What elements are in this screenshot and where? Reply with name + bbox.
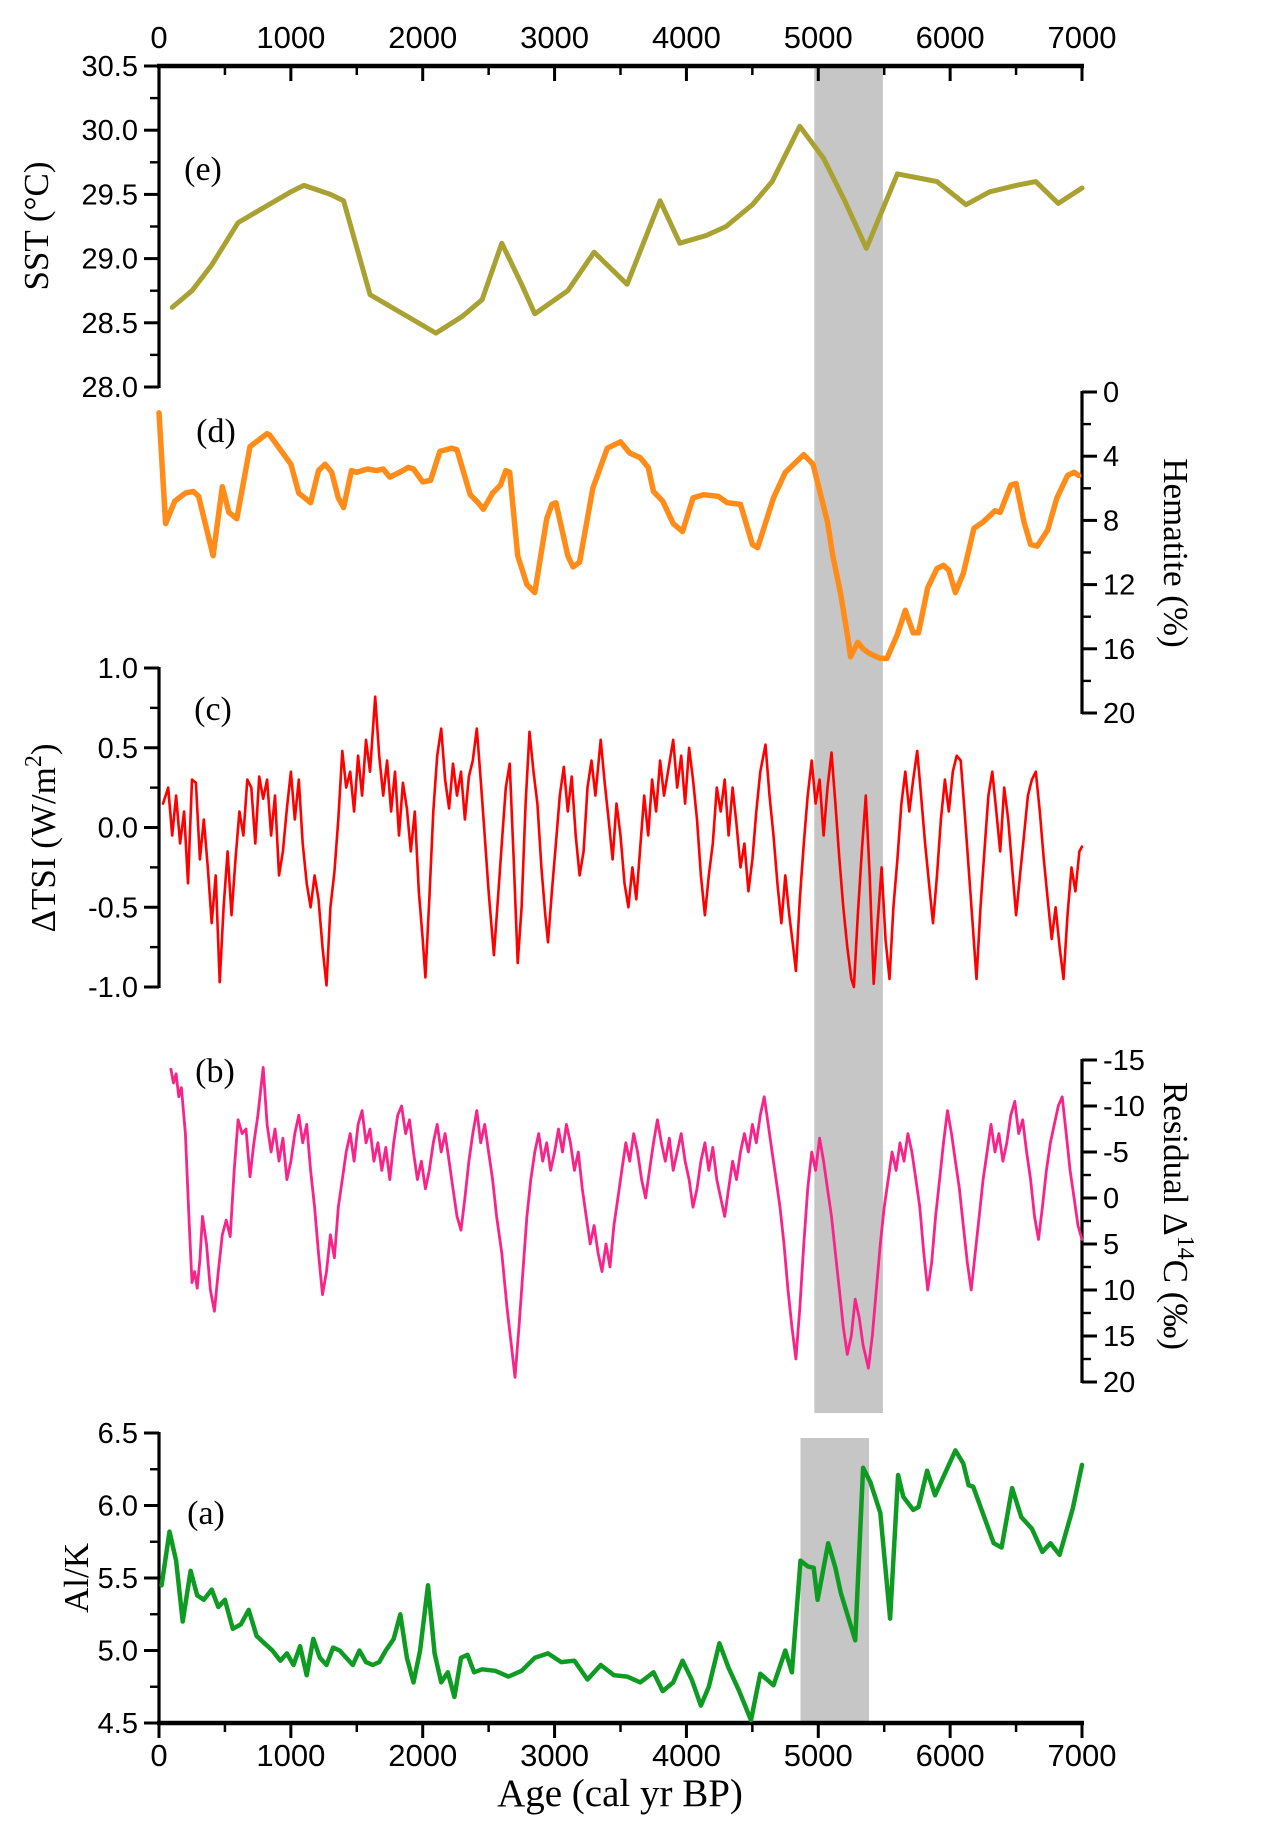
y-tick-label-e: 29.5	[82, 179, 138, 211]
x-axis-title: Age (cal yr BP)	[497, 1772, 743, 1815]
x-tick-label: 1000	[256, 20, 325, 55]
x-tick-label: 3000	[520, 20, 589, 55]
x-tick-label: 4000	[652, 20, 721, 55]
y-tick-label-d: 12	[1103, 570, 1135, 602]
y-tick-label-e: 28.0	[82, 372, 138, 404]
y-axis-title-sst: SST (°C)	[17, 161, 56, 290]
y-tick-label-d: 20	[1103, 698, 1135, 730]
panel-b-axis: -15 -10 -5 0 5 10 15 20	[1080, 1045, 1145, 1399]
y-axis-title-alk: Al/K	[57, 1543, 96, 1613]
y-tick-label-a: 5.5	[98, 1563, 138, 1595]
x-tick-label: 5000	[784, 1738, 853, 1773]
x-tick-label: 5000	[784, 20, 853, 55]
y-axis-title-residual-c14: Residual Δ14C (‰)	[1156, 1082, 1198, 1350]
y-tick-label-c: -0.5	[88, 892, 138, 924]
x-tick-label: 4000	[652, 1738, 721, 1773]
y-tick-label-a: 6.5	[98, 1418, 138, 1450]
highlight-band-upper	[814, 66, 883, 1413]
y-axis-title-hematite: Hematite (%)	[1156, 458, 1195, 648]
x-tick-label: 2000	[388, 1738, 457, 1773]
y-tick-label-d: 4	[1103, 441, 1119, 473]
series-c-line	[161, 695, 1084, 989]
y-tick-label-c: 0.0	[98, 813, 138, 845]
y-tick-label-b: 15	[1103, 1321, 1135, 1353]
y-tick-label-b: -15	[1103, 1045, 1145, 1077]
panel-tag-b: (b)	[195, 1053, 235, 1090]
y-tick-label-c: -1.0	[88, 972, 138, 1004]
y-axis-title-tsi: ΔTSI (W/m2)	[21, 743, 63, 932]
y-tick-label-a: 6.0	[98, 1491, 138, 1523]
y-tick-label-e: 28.5	[82, 308, 138, 340]
top-x-axis: 0 1000 2000 3000 4000 5000 6000 7000	[150, 20, 1116, 81]
panel-e-axis: 30.5 30.0 29.5 29.0 28.5 28.0	[82, 51, 161, 404]
x-tick-label: 6000	[916, 1738, 985, 1773]
x-tick-label: 6000	[916, 20, 985, 55]
bottom-x-axis: 0 1000 2000 3000 4000 5000 6000 7000	[150, 1720, 1117, 1773]
y-tick-label-d: 8	[1103, 505, 1119, 537]
panel-c-axis: 1.0 0.5 0.0 -0.5 -1.0	[88, 653, 161, 1004]
series-b-line	[169, 1066, 1084, 1379]
y-tick-label-b: -5	[1103, 1137, 1129, 1169]
panel-a-axis: 6.5 6.0 5.5 5.0 4.5	[98, 1418, 161, 1740]
y-tick-label-a: 5.0	[98, 1636, 138, 1668]
x-tick-label: 7000	[1048, 20, 1117, 55]
y-tick-label-d: 0	[1103, 377, 1119, 409]
y-tick-label-b: 5	[1103, 1229, 1119, 1261]
panel-tag-e: (e)	[184, 151, 222, 188]
series-e-line	[169, 123, 1085, 336]
y-tick-label-e: 30.5	[82, 51, 138, 83]
x-tick-label: 3000	[520, 1738, 589, 1773]
y-tick-label-e: 30.0	[82, 115, 138, 147]
y-tick-label-c: 0.5	[98, 733, 138, 765]
panel-tag-c: (c)	[194, 691, 232, 728]
y-tick-label-b: 10	[1103, 1275, 1135, 1307]
series-d-line	[156, 410, 1082, 662]
y-tick-label-a: 4.5	[98, 1708, 138, 1740]
x-tick-label: 7000	[1048, 1738, 1117, 1773]
y-tick-label-b: 0	[1103, 1183, 1119, 1215]
panel-tag-a: (a)	[187, 1495, 225, 1532]
x-tick-label: 1000	[256, 1738, 325, 1773]
y-tick-label-e: 29.0	[82, 244, 138, 276]
y-tick-label-d: 16	[1103, 634, 1135, 666]
panel-d-axis: 0 4 8 12 16 20	[1080, 377, 1135, 730]
curves-layer	[156, 123, 1085, 1723]
y-tick-label-b: 20	[1103, 1367, 1135, 1399]
y-tick-label-b: -10	[1103, 1091, 1145, 1123]
x-tick-label: 2000	[388, 20, 457, 55]
panel-tag-d: (d)	[196, 413, 236, 450]
series-a-line	[159, 1448, 1085, 1723]
x-tick-label: 0	[150, 1738, 167, 1773]
x-tick-label: 0	[150, 20, 167, 55]
labels-layer: (e) (d) (c) (b) (a) SST (°C) Hematite (%…	[17, 151, 1198, 1815]
y-tick-label-c: 1.0	[98, 653, 138, 685]
